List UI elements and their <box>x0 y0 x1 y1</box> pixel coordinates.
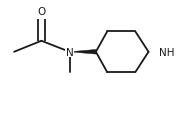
Text: O: O <box>37 7 45 17</box>
Text: NH: NH <box>159 47 174 57</box>
Text: N: N <box>66 47 74 57</box>
Polygon shape <box>70 50 96 55</box>
